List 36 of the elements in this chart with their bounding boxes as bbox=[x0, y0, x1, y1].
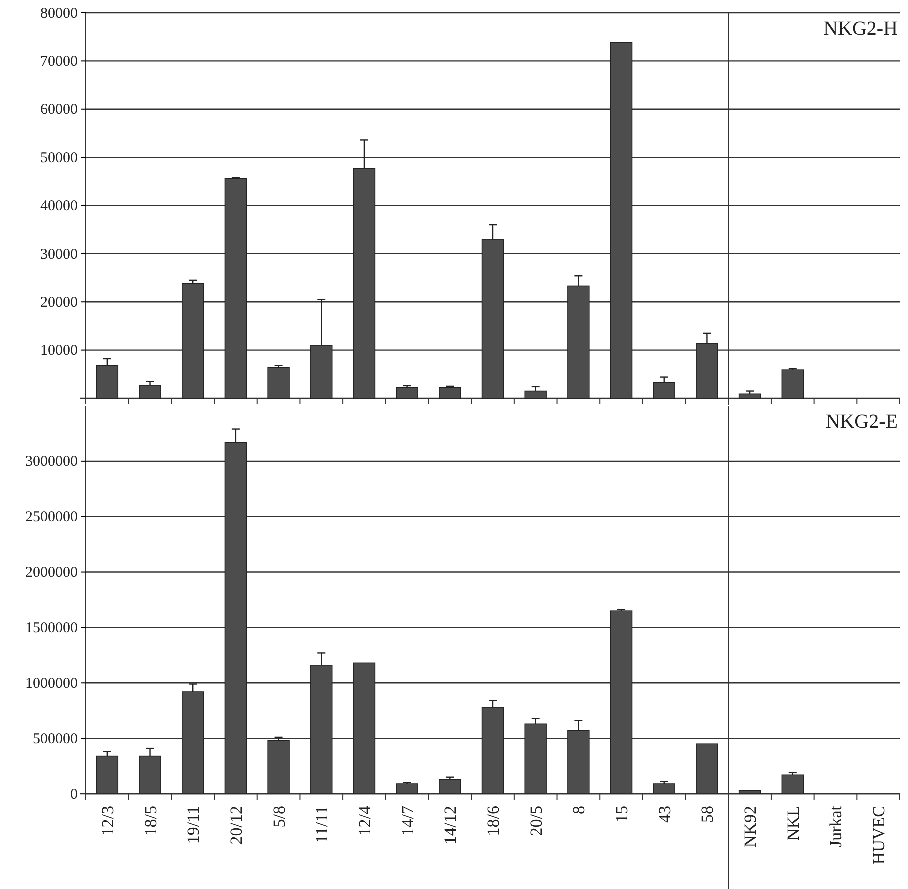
y-tick-label: 80000 bbox=[40, 6, 78, 22]
chart-title: NKG2-H bbox=[824, 18, 898, 40]
y-tick-label: 10000 bbox=[40, 343, 78, 360]
y-tick-label: 1500000 bbox=[26, 620, 78, 637]
x-tick-label: 58 bbox=[698, 806, 718, 823]
x-tick-label: 12/3 bbox=[98, 806, 118, 836]
y-tick-label: 40000 bbox=[40, 198, 78, 215]
x-tick-label: 11/11 bbox=[312, 806, 332, 844]
y-tick-label: 50000 bbox=[40, 150, 78, 166]
x-tick-label: Jurkat bbox=[826, 806, 846, 848]
x-tick-label: 12/4 bbox=[355, 806, 374, 836]
y-tick-label: 0 bbox=[70, 786, 78, 803]
x-tick-label: 8 bbox=[570, 806, 589, 814]
x-tick-label: 43 bbox=[655, 806, 674, 823]
x-tick-label: 5/8 bbox=[270, 806, 289, 828]
x-tick-label: NKL bbox=[784, 806, 803, 841]
y-tick-label: 2000000 bbox=[26, 565, 78, 582]
y-tick-label: 500000 bbox=[33, 731, 78, 748]
x-tick-label: 18/5 bbox=[141, 806, 160, 836]
y-tick-label: 20000 bbox=[40, 294, 78, 311]
y-tick-label: 30000 bbox=[40, 246, 78, 263]
x-tick-label: 19/11 bbox=[184, 806, 204, 844]
y-tick-label: 3000000 bbox=[26, 454, 78, 470]
x-tick-label: 15 bbox=[612, 806, 632, 823]
chart-title: NKG2-E bbox=[826, 411, 898, 433]
x-tick-label: NK92 bbox=[741, 806, 760, 848]
x-tick-label: 18/6 bbox=[484, 806, 503, 836]
y-tick-label: 2500000 bbox=[26, 510, 78, 526]
y-tick-label: 60000 bbox=[40, 102, 78, 118]
x-tick-label: 14/12 bbox=[441, 806, 460, 845]
x-tick-label: 14/7 bbox=[398, 806, 418, 836]
y-tick-label: 1000000 bbox=[26, 676, 78, 692]
x-tick-label: HUVEC bbox=[870, 806, 889, 865]
y-tick-label: 70000 bbox=[40, 54, 78, 70]
x-tick-label: 20/12 bbox=[226, 806, 246, 845]
x-tick-label: 20/5 bbox=[526, 806, 546, 836]
